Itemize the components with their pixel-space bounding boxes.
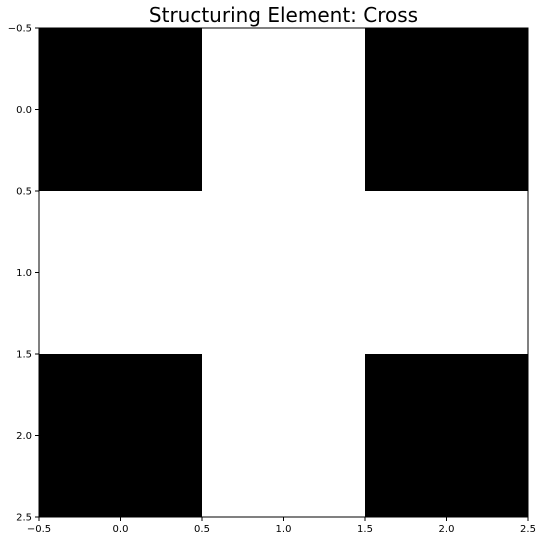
heatmap-cell-r1-c2 xyxy=(365,191,528,354)
heatmap-cell-r2-c1 xyxy=(202,354,365,517)
x-tick-label: −0.5 xyxy=(27,524,51,535)
heatmap-cell-r0-c0 xyxy=(39,28,202,191)
y-tick-label: 2.0 xyxy=(16,431,32,442)
y-tick-label: 0.0 xyxy=(16,105,32,116)
x-axis: −0.5 0.0 0.5 1.0 1.5 2.0 2.5 xyxy=(27,517,536,535)
heatmap-cell-r0-c1 xyxy=(202,28,365,191)
y-tick-label: 1.0 xyxy=(16,268,32,279)
heatmap-cell-r2-c2 xyxy=(365,354,528,517)
y-tick-label: 1.5 xyxy=(16,350,32,361)
x-tick-label: 1.5 xyxy=(357,524,373,535)
chart-title: Structuring Element: Cross xyxy=(149,3,418,27)
x-tick-label: 0.5 xyxy=(194,524,210,535)
heatmap-cell-r2-c0 xyxy=(39,354,202,517)
x-tick-label: 2.5 xyxy=(520,524,536,535)
x-tick-label: 0.0 xyxy=(113,524,129,535)
x-tick-label: 2.0 xyxy=(439,524,455,535)
heatmap-cell-r1-c1 xyxy=(202,191,365,354)
x-tick-label: 1.0 xyxy=(276,524,292,535)
y-tick-label: 2.5 xyxy=(16,513,32,524)
y-tick-label: −0.5 xyxy=(8,24,32,35)
heatmap-cell-r0-c2 xyxy=(365,28,528,191)
y-tick-label: 0.5 xyxy=(16,187,32,198)
y-axis: −0.5 0.0 0.5 1.0 1.5 2.0 2.5 xyxy=(8,24,39,524)
heatmap-cell-r1-c0 xyxy=(39,191,202,354)
heatmap-cells xyxy=(39,28,528,517)
